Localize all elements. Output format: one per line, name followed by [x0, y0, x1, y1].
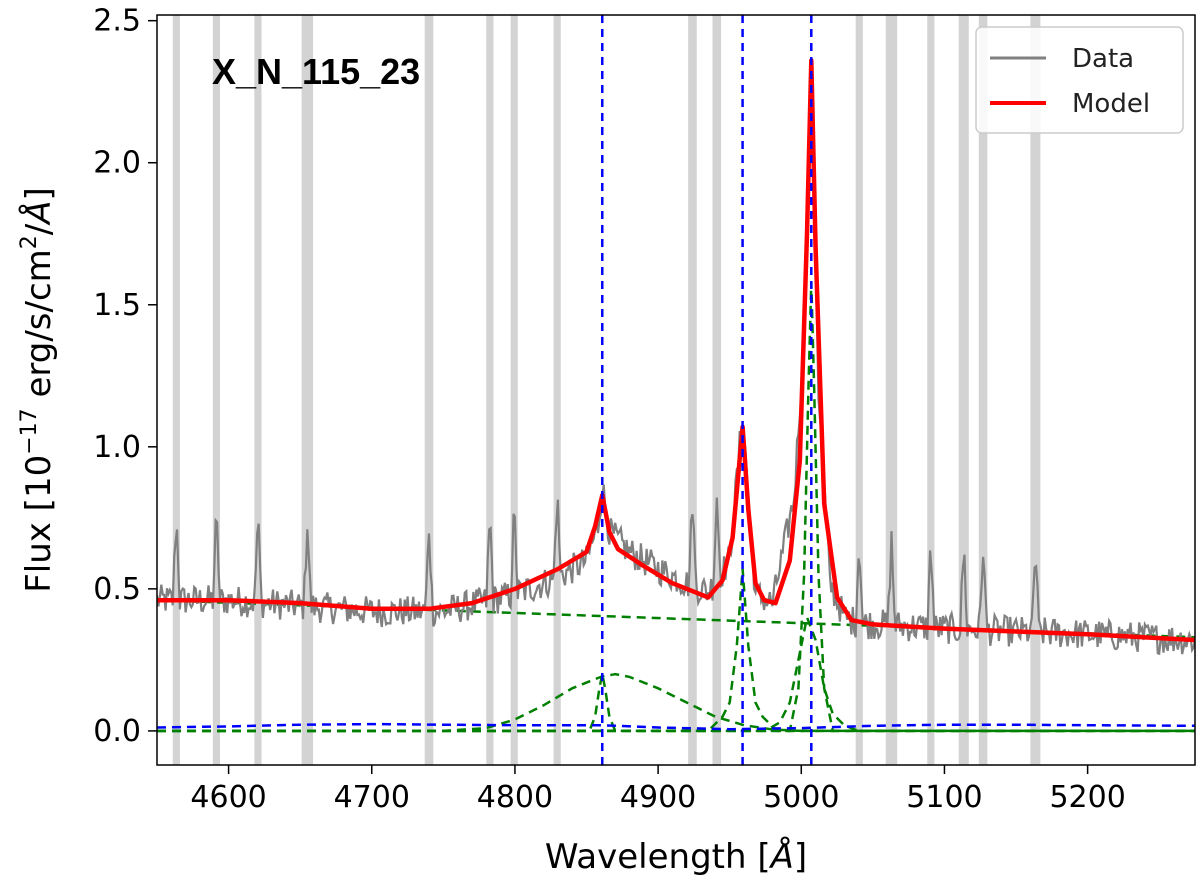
legend-model-label: Model: [1072, 89, 1150, 119]
x-tick-label-4: 5000: [763, 780, 839, 815]
y-tick-label-4: 2.0: [93, 146, 141, 181]
model-component-6: [157, 722, 1195, 731]
legend-box: [975, 26, 1184, 134]
masked-region-5: [486, 15, 494, 765]
masked-region-7: [553, 15, 561, 765]
masked-region-8: [688, 15, 697, 765]
y-tick-label-2: 1.0: [93, 430, 141, 465]
y-tick-label-3: 1.5: [93, 288, 141, 323]
x-tick-label-3: 4900: [620, 780, 696, 815]
chart-title: X_N_115_23: [212, 51, 420, 92]
masked-region-3: [301, 15, 314, 765]
x-tick-label-1: 4700: [334, 780, 410, 815]
data-spectrum-line: [157, 57, 1195, 656]
masked-region-2: [254, 15, 262, 765]
masked-region-12: [927, 15, 935, 765]
y-axis-label: Flux [10−17 erg/s/cm2/Å]: [17, 187, 59, 593]
masked-region-6: [510, 15, 518, 765]
model-series: [157, 58, 1195, 643]
model-component-4: [157, 612, 1195, 733]
x-axis-label: Wavelength [Å]: [545, 836, 807, 877]
masked-regions: [172, 15, 1041, 765]
x-axis: 4600 4700 4800 4900 5000 5100 5200: [190, 765, 1126, 815]
masked-region-4: [424, 15, 434, 765]
data-series: [157, 57, 1195, 656]
masked-region-11: [885, 15, 898, 765]
x-tick-label-5: 5100: [906, 780, 982, 815]
legend: Data Model: [975, 26, 1184, 134]
y-tick-label-5: 2.5: [93, 4, 141, 39]
x-tick-label-0: 4600: [190, 780, 266, 815]
y-tick-label-1: 0.5: [93, 572, 141, 607]
model-component-1: [157, 672, 1195, 733]
x-tick-label-2: 4800: [477, 780, 553, 815]
masked-region-10: [855, 15, 863, 765]
masked-region-1: [212, 15, 220, 765]
model-fit-line: [157, 58, 1195, 643]
masked-region-0: [172, 15, 180, 765]
y-tick-label-0: 0.0: [93, 714, 141, 749]
masked-region-9: [712, 15, 722, 765]
x-tick-label-6: 5200: [1049, 780, 1125, 815]
legend-data-label: Data: [1072, 44, 1134, 74]
y-axis: 0.0 0.5 1.0 1.5 2.0 2.5: [93, 4, 157, 749]
masked-region-15: [1030, 15, 1041, 765]
plot-frame: [156, 14, 1196, 766]
masked-region-14: [978, 15, 988, 765]
masked-region-13: [958, 15, 969, 765]
